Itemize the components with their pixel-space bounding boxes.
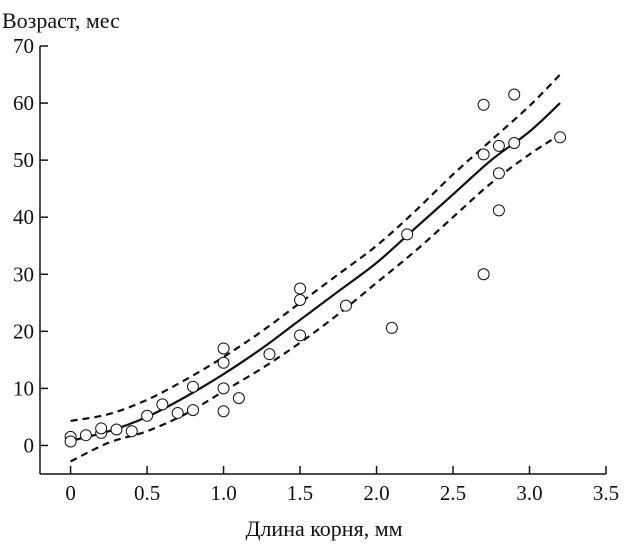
x-tick-label: 2.0 <box>363 481 389 505</box>
x-tick-label: 0 <box>65 481 76 505</box>
x-tick-label: 3.0 <box>516 481 542 505</box>
data-point <box>508 88 521 101</box>
y-tick-label: 40 <box>13 205 34 229</box>
data-point <box>401 228 414 241</box>
data-point <box>156 398 169 411</box>
y-tick-label: 50 <box>13 148 34 172</box>
data-point <box>294 282 307 295</box>
data-point <box>385 321 398 334</box>
y-tick-label: 30 <box>13 262 34 286</box>
data-point <box>171 406 184 419</box>
data-point <box>64 435 77 448</box>
upper-confidence-band <box>70 73 561 422</box>
data-point <box>339 299 352 312</box>
x-tick-label: 0.5 <box>134 481 160 505</box>
data-point <box>217 342 230 355</box>
data-point <box>95 422 108 435</box>
data-point <box>554 131 567 144</box>
data-point <box>186 380 199 393</box>
y-tick-label: 0 <box>24 433 35 457</box>
data-point <box>263 348 276 361</box>
data-point <box>79 429 92 442</box>
data-point <box>508 137 521 150</box>
x-axis-title: Длина корня, мм <box>245 516 402 541</box>
data-point <box>477 98 490 111</box>
x-tick-label: 1.5 <box>287 481 313 505</box>
y-tick-label: 70 <box>13 34 34 58</box>
lower-confidence-band <box>70 133 561 463</box>
y-tick-label: 20 <box>13 319 34 343</box>
series-layer <box>64 73 567 463</box>
data-point <box>186 404 199 417</box>
x-tick-label: 1.0 <box>210 481 236 505</box>
x-tick-label: 3.5 <box>593 481 619 505</box>
y-tick-label: 10 <box>13 376 34 400</box>
y-tick-label: 60 <box>13 91 34 115</box>
data-point <box>141 409 154 422</box>
data-point <box>217 405 230 418</box>
x-tick-label: 2.5 <box>440 481 466 505</box>
y-axis-title: Возраст, мес <box>2 8 120 33</box>
data-point <box>477 148 490 161</box>
data-point <box>110 423 123 436</box>
data-point <box>217 382 230 395</box>
data-point <box>477 268 490 281</box>
data-point <box>492 167 505 180</box>
data-point <box>294 329 307 342</box>
data-point <box>232 392 245 405</box>
data-point <box>217 356 230 369</box>
axes: 0 10 20 30 40 50 60 70 0 0.5 1.0 1.5 2.0 2.5 3.0 3.5 <box>13 34 619 505</box>
data-point <box>294 293 307 306</box>
data-point <box>492 204 505 217</box>
data-point <box>492 139 505 152</box>
data-point <box>125 425 138 438</box>
